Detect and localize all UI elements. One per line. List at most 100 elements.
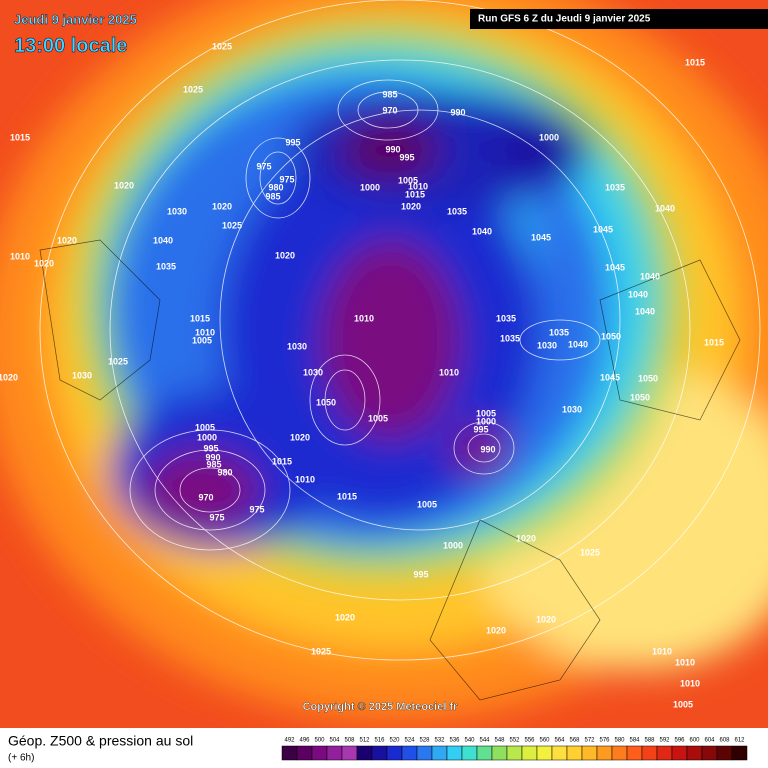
- colorbar-label: 572: [584, 738, 595, 744]
- pressure-label: 1020: [0, 372, 18, 382]
- coastlines: [39, 239, 741, 701]
- pressure-label: 990: [480, 444, 495, 454]
- pressure-label: 1000: [476, 416, 496, 426]
- pressure-label: 1035: [500, 333, 520, 343]
- pressure-label: 1020: [536, 614, 556, 624]
- colorbar-swatch: [701, 745, 718, 761]
- colorbar-label: 520: [389, 738, 400, 744]
- colorbar-swatch: [416, 745, 433, 761]
- pressure-label: 1025: [311, 646, 331, 656]
- pressure-label: 1020: [401, 201, 421, 211]
- pressure-label: 1015: [10, 132, 30, 142]
- pressure-label: 990: [450, 107, 465, 117]
- colorbar-swatch: [731, 745, 748, 761]
- pressure-label: 1010: [354, 313, 374, 323]
- pressure-label: 1030: [537, 340, 557, 350]
- colorbar-swatch: [476, 745, 493, 761]
- colorbar-swatch: [446, 745, 463, 761]
- pressure-label: 1020: [516, 533, 536, 543]
- colorbar-swatch: [521, 745, 538, 761]
- pressure-label: 995: [473, 424, 488, 434]
- pressure-label: 1040: [153, 235, 173, 245]
- colorbar-label: 584: [629, 738, 640, 744]
- pressure-label: 1000: [197, 432, 217, 442]
- colorbar-label: 544: [479, 738, 490, 744]
- colorbar-label: 596: [674, 738, 685, 744]
- pressure-label: 995: [399, 152, 414, 162]
- pressure-label: 990: [205, 452, 220, 462]
- time: 13:00 locale: [14, 35, 127, 57]
- colorbar-label: 536: [449, 738, 460, 744]
- pressure-label: 1020: [212, 201, 232, 211]
- pressure-label: 975: [209, 512, 224, 522]
- pressure-label: 1045: [531, 232, 551, 242]
- colorbar-swatch: [371, 745, 388, 761]
- copyright: Copyright © 2025 Meteociel.fr: [303, 701, 459, 713]
- footer-title: Géop. Z500 & pression au sol: [8, 733, 193, 749]
- pressure-label: 970: [382, 105, 397, 115]
- colorbar-swatch: [386, 745, 403, 761]
- pressure-label: 1040: [472, 226, 492, 236]
- colorbar-swatch: [641, 745, 658, 761]
- colorbar-swatch: [611, 745, 628, 761]
- pressure-label: 1045: [593, 224, 613, 234]
- pressure-label: 1025: [212, 41, 232, 51]
- pressure-label: 1010: [652, 646, 672, 656]
- pressure-label: 1010: [295, 474, 315, 484]
- pressure-label: 1020: [486, 625, 506, 635]
- pressure-label: 1005: [417, 499, 437, 509]
- pressure-label: 1015: [337, 491, 357, 501]
- colorbar-label: 492: [284, 738, 295, 744]
- pressure-label: 1030: [287, 341, 307, 351]
- colorbar-label: 532: [434, 738, 445, 744]
- pressure-label: 1050: [638, 373, 658, 383]
- pressure-label: 1010: [680, 678, 700, 688]
- pressure-label: 1035: [447, 206, 467, 216]
- colorbar-label: 604: [704, 738, 715, 744]
- isobars: [39, 0, 761, 661]
- colorbar-label: 556: [524, 738, 535, 744]
- pressure-label: 1020: [275, 250, 295, 260]
- date: Jeudi 9 janvier 2025: [14, 12, 137, 27]
- colorbar-swatch: [311, 745, 328, 761]
- pressure-label: 1010: [10, 251, 30, 261]
- pressure-label: 1040: [640, 271, 660, 281]
- pressure-label: 1015: [685, 57, 705, 67]
- colorbar-label: 528: [419, 738, 430, 744]
- pressure-label: 1030: [167, 206, 187, 216]
- pressure-label: 1020: [290, 432, 310, 442]
- run-text: Run GFS 6 Z du Jeudi 9 janvier 2025: [478, 14, 651, 25]
- pressure-label: 985: [382, 89, 397, 99]
- colorbar-swatch: [536, 745, 553, 761]
- pressure-label: 970: [198, 492, 213, 502]
- colorbar: 492 496 500 504 508 512 516 520 524 528 532 536 540 5…: [281, 738, 748, 761]
- pressure-label: 1040: [568, 339, 588, 349]
- pressure-label: 975: [249, 504, 264, 514]
- colorbar-label: 576: [599, 738, 610, 744]
- colorbar-swatch: [686, 745, 703, 761]
- pressure-label: 1035: [605, 182, 625, 192]
- colorbar-swatch: [326, 745, 343, 761]
- colorbar-swatch: [581, 745, 598, 761]
- colorbar-label: 496: [299, 738, 310, 744]
- pressure-label: 1045: [600, 372, 620, 382]
- colorbar-label: 580: [614, 738, 625, 744]
- pressure-label: 1005: [192, 335, 212, 345]
- pressure-label: 1020: [335, 612, 355, 622]
- colorbar-label: 504: [329, 738, 340, 744]
- colorbar-label: 608: [719, 738, 730, 744]
- colorbar-label: 592: [659, 738, 670, 744]
- colorbar-swatch: [671, 745, 688, 761]
- pressure-label: 1050: [316, 397, 336, 407]
- pressure-label: 1005: [476, 408, 496, 418]
- pressure-label: 980: [217, 467, 232, 477]
- pressure-label: 1035: [549, 327, 569, 337]
- pressure-label: 1005: [368, 413, 388, 423]
- colorbar-swatch: [626, 745, 643, 761]
- colorbar-label: 524: [404, 738, 415, 744]
- pressure-label: 1000: [539, 132, 559, 142]
- colorbar-swatch: [656, 745, 673, 761]
- pressure-label: 1030: [562, 404, 582, 414]
- footer-lead: (+ 6h): [8, 753, 34, 764]
- pressure-label: 1010: [408, 181, 428, 191]
